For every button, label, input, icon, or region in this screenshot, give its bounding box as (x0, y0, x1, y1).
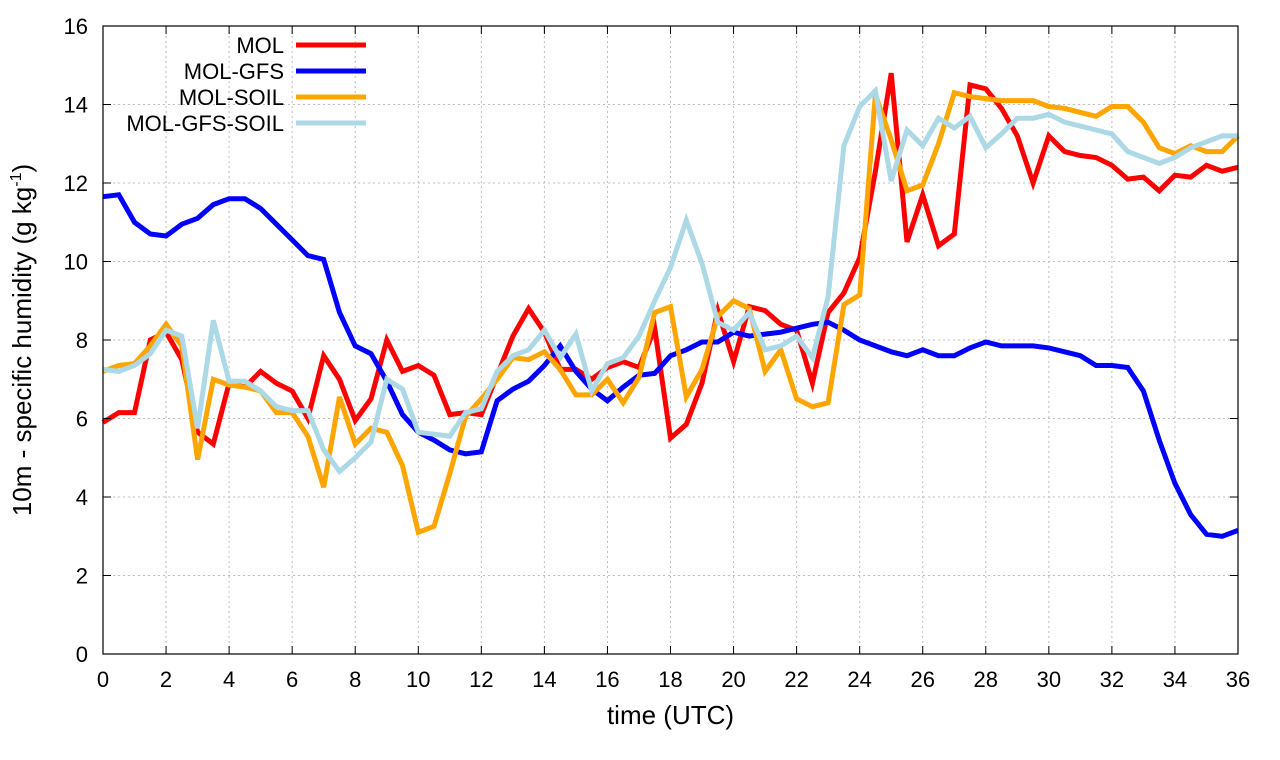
x-tick-label: 4 (223, 667, 235, 692)
y-axis-title-main: 10m - specific humidity (g kg (7, 187, 37, 516)
y-axis-title: 10m - specific humidity (g kg-1) (7, 164, 37, 516)
x-tick-label: 32 (1100, 667, 1124, 692)
series-line-mol-gfs-soil (102, 85, 1238, 476)
y-tick-label: 12 (64, 171, 88, 196)
x-tick-label: 34 (1163, 667, 1187, 692)
x-tick-labels: 0 2 4 6 8 10 12 14 16 18 20 22 24 26 28 30 32 34 36 (97, 667, 1250, 692)
series-line-mol (101, 72, 1239, 449)
x-tick-label: 6 (286, 667, 298, 692)
x-tick-label: 20 (721, 667, 745, 692)
y-tick-label: 10 (64, 250, 88, 275)
x-tick-label: 24 (847, 667, 871, 692)
x-tick-label: 8 (349, 667, 361, 692)
y-tick-label: 0 (76, 642, 88, 667)
x-tick-label: 18 (658, 667, 682, 692)
x-tick-label: 14 (532, 667, 556, 692)
series-lines (101, 72, 1240, 539)
x-tick-label: 10 (406, 667, 430, 692)
legend-label-mol-soil: MOL-SOIL (179, 85, 284, 110)
y-tick-label: 8 (76, 328, 88, 353)
x-tick-label: 12 (469, 667, 493, 692)
y-tick-label: 6 (76, 407, 88, 432)
legend-label-mol-gfs-soil: MOL-GFS-SOIL (126, 111, 284, 136)
y-tick-label: 14 (64, 93, 88, 118)
x-tick-label: 2 (160, 667, 172, 692)
legend-label-mol: MOL (236, 33, 284, 58)
x-tick-label: 22 (784, 667, 808, 692)
legend-label-mol-gfs: MOL-GFS (184, 59, 284, 84)
x-tick-label: 28 (974, 667, 998, 692)
x-tick-label: 16 (595, 667, 619, 692)
y-tick-label: 16 (64, 14, 88, 39)
series-line-mol-gfs (102, 192, 1239, 539)
x-tick-label: 30 (1037, 667, 1061, 692)
axis-ticks (102, 25, 1239, 655)
y-axis-title-superscript: -1 (8, 172, 25, 186)
y-tick-labels: 0 2 4 6 8 10 12 14 16 (64, 14, 88, 667)
x-tick-label: 0 (97, 667, 109, 692)
y-axis-title-suffix: ) (7, 164, 37, 173)
x-tick-label: 26 (910, 667, 934, 692)
y-tick-label: 2 (76, 564, 88, 589)
x-axis-title: time (UTC) (607, 700, 734, 730)
y-tick-label: 4 (76, 485, 88, 510)
x-tick-label: 36 (1226, 667, 1250, 692)
